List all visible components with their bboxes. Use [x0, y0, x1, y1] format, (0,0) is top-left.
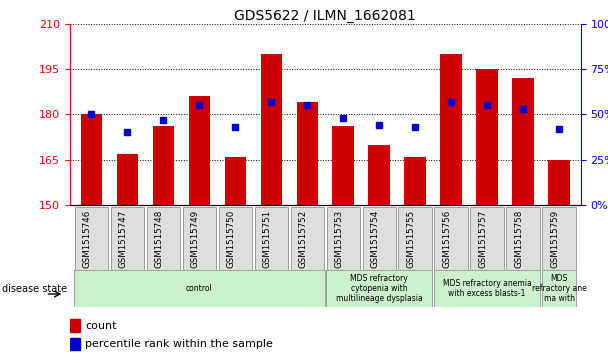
Bar [182, 207, 216, 270]
Text: GSM1515754: GSM1515754 [370, 209, 379, 268]
Text: GSM1515757: GSM1515757 [478, 209, 487, 268]
Bar [297, 102, 318, 205]
Bar [291, 207, 324, 270]
Text: percentile rank within the sample: percentile rank within the sample [85, 339, 273, 349]
Bar [188, 96, 210, 205]
Text: GSM1515746: GSM1515746 [83, 209, 91, 268]
Text: GSM1515753: GSM1515753 [334, 209, 344, 268]
Text: GSM1515751: GSM1515751 [262, 209, 271, 268]
Bar [74, 270, 325, 307]
Text: GSM1515748: GSM1515748 [154, 209, 164, 268]
Bar [326, 207, 360, 270]
Text: GSM1515755: GSM1515755 [406, 209, 415, 268]
Bar [70, 319, 80, 332]
Bar [326, 270, 432, 307]
Bar [70, 338, 80, 350]
Bar [117, 154, 138, 205]
Bar [404, 157, 426, 205]
Bar [224, 157, 246, 205]
Bar [368, 144, 390, 205]
Text: GSM1515758: GSM1515758 [514, 209, 523, 268]
Bar [513, 78, 534, 205]
Bar [255, 207, 288, 270]
Bar [440, 54, 462, 205]
Text: GSM1515759: GSM1515759 [550, 209, 559, 268]
Text: GSM1515747: GSM1515747 [119, 209, 128, 268]
Text: MDS
refractory ane
ma with: MDS refractory ane ma with [531, 274, 587, 303]
Text: count: count [85, 321, 117, 331]
Bar [542, 270, 576, 307]
Bar [506, 207, 540, 270]
Text: disease state: disease state [2, 284, 67, 294]
Bar [542, 207, 576, 270]
Bar [111, 207, 144, 270]
Bar [75, 207, 108, 270]
Bar [471, 207, 504, 270]
Bar [476, 69, 498, 205]
Text: MDS refractory anemia
with excess blasts-1: MDS refractory anemia with excess blasts… [443, 279, 531, 298]
Bar [362, 207, 396, 270]
Bar [435, 207, 468, 270]
Bar [398, 207, 432, 270]
Text: GSM1515750: GSM1515750 [226, 209, 235, 268]
Bar [147, 207, 180, 270]
Text: GSM1515756: GSM1515756 [442, 209, 451, 268]
Bar [153, 126, 174, 205]
Text: control: control [186, 284, 213, 293]
Bar [261, 54, 282, 205]
Text: GSM1515752: GSM1515752 [299, 209, 307, 268]
Bar [219, 207, 252, 270]
Bar [434, 270, 541, 307]
Text: GSM1515749: GSM1515749 [190, 209, 199, 268]
Text: MDS refractory
cytopenia with
multilineage dysplasia: MDS refractory cytopenia with multilinea… [336, 274, 423, 303]
Bar [333, 126, 354, 205]
Title: GDS5622 / ILMN_1662081: GDS5622 / ILMN_1662081 [235, 9, 416, 23]
Bar [81, 114, 102, 205]
Bar [548, 160, 570, 205]
